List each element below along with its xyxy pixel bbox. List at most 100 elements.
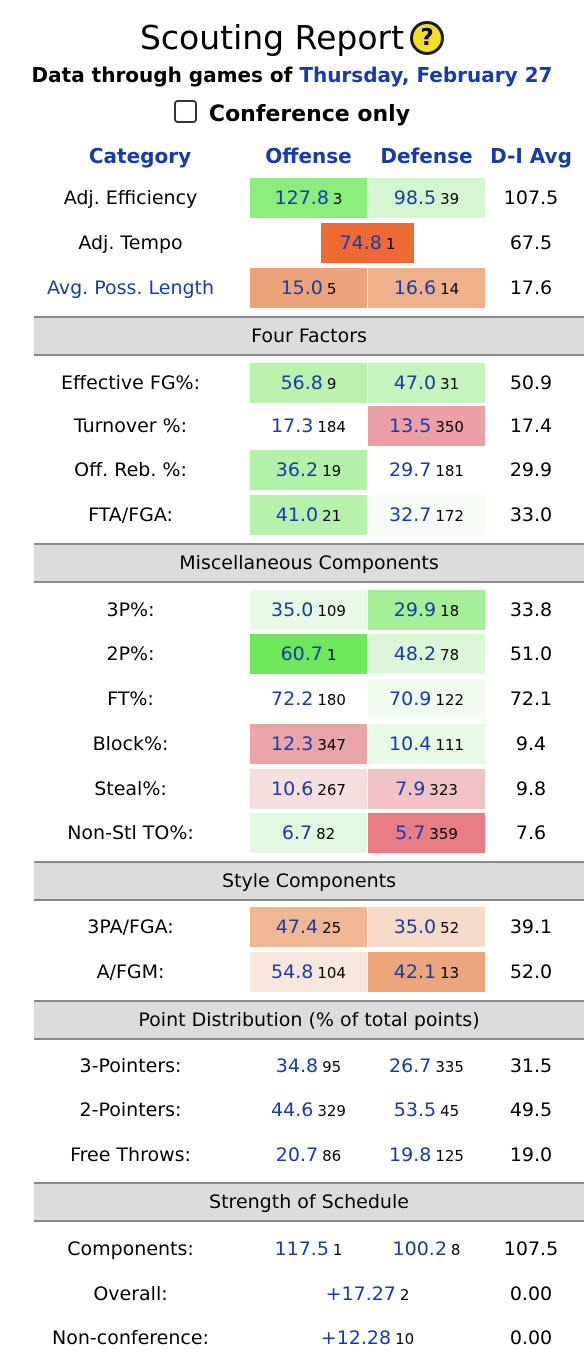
offense-value[interactable]: 127.8 — [274, 187, 329, 209]
conference-only-toggle[interactable]: Conference only — [0, 98, 584, 132]
d1-avg-value: 51.0 — [509, 643, 553, 665]
tempo-value[interactable]: 74.8 — [339, 232, 382, 254]
stat-row-3pa-fga: 3PA/FGA: 47.4 25 35.0 52 39.1 — [0, 905, 584, 949]
defense-cell: 100.2 8 — [368, 1229, 485, 1269]
offense-value[interactable]: 117.5 — [274, 1238, 329, 1260]
defense-cell: 10.4 111 — [368, 724, 485, 764]
column-header-category[interactable]: Category — [88, 144, 192, 168]
offense-value[interactable]: 17.3 — [271, 415, 314, 437]
defense-value[interactable]: 16.6 — [393, 277, 437, 299]
offense-rank: 329 — [317, 1102, 346, 1120]
stat-label: Components: — [67, 1238, 194, 1260]
d1-avg-value: 33.8 — [509, 599, 553, 621]
offense-value[interactable]: 12.3 — [271, 733, 314, 755]
stat-label: Effective FG%: — [60, 372, 201, 394]
offense-value[interactable]: 10.6 — [271, 778, 314, 800]
offense-cell: 35.0 109 — [250, 590, 367, 630]
defense-value[interactable]: 70.9 — [389, 688, 432, 710]
offense-rank: 1 — [332, 1241, 343, 1259]
d1-avg-value: 29.9 — [509, 459, 553, 481]
defense-value[interactable]: 19.8 — [389, 1144, 432, 1166]
nonconference-value[interactable]: +12.28 — [320, 1327, 392, 1349]
avg-poss-length-link[interactable]: Avg. Poss. Length — [46, 277, 215, 299]
offense-value[interactable]: 60.7 — [280, 643, 323, 665]
defense-value[interactable]: 32.7 — [389, 504, 432, 526]
offense-value[interactable]: 20.7 — [275, 1144, 319, 1166]
offense-value[interactable]: 72.2 — [271, 688, 314, 710]
d1-avg-value: 67.5 — [509, 232, 553, 254]
d1-avg-value: 7.6 — [515, 822, 547, 844]
stat-row-adj-efficiency: Adj. Efficiency 127.8 3 98.5 39 107.5 — [0, 176, 584, 220]
defense-rank: 111 — [435, 736, 464, 754]
defense-value[interactable]: 10.4 — [389, 733, 432, 755]
defense-value[interactable]: 26.7 — [389, 1055, 432, 1077]
defense-rank: 78 — [440, 646, 460, 664]
offense-rank: 267 — [317, 781, 346, 799]
offense-rank: 86 — [322, 1147, 342, 1165]
stat-label: FTA/FGA: — [88, 504, 173, 526]
offense-value[interactable]: 6.7 — [281, 822, 313, 844]
offense-value[interactable]: 56.8 — [280, 372, 323, 394]
d1-avg-value: 17.4 — [509, 415, 553, 437]
defense-value[interactable]: 13.5 — [389, 415, 432, 437]
stat-row-sos-overall: Overall: +17.27 2 0.00 — [0, 1272, 584, 1316]
subtitle-prefix: Data through games of — [31, 63, 293, 87]
stat-label: Non-Stl TO%: — [67, 822, 194, 844]
defense-rank: 14 — [440, 280, 460, 298]
defense-value[interactable]: 42.1 — [393, 961, 437, 983]
column-header-d1-avg[interactable]: D-I Avg — [490, 144, 572, 168]
offense-value[interactable]: 41.0 — [275, 504, 319, 526]
defense-cell: 29.7 181 — [368, 450, 485, 490]
defense-value[interactable]: 29.9 — [393, 599, 437, 621]
defense-value[interactable]: 35.0 — [393, 916, 437, 938]
offense-value[interactable]: 35.0 — [271, 599, 314, 621]
d1-avg-value: 72.1 — [509, 688, 553, 710]
d1-avg-value: 107.5 — [503, 1238, 559, 1260]
defense-rank: 122 — [435, 691, 464, 709]
defense-rank: 52 — [440, 919, 460, 937]
stat-row-fta-fga: FTA/FGA: 41.0 21 32.7 172 33.0 — [0, 493, 584, 537]
defense-value[interactable]: 47.0 — [393, 372, 437, 394]
defense-rank: 172 — [435, 507, 464, 525]
offense-cell: 41.0 21 — [250, 495, 367, 535]
offense-value[interactable]: 47.4 — [275, 916, 319, 938]
column-header-offense[interactable]: Offense — [265, 144, 352, 168]
defense-cell: 5.7 359 — [368, 813, 485, 853]
stat-label: 2P%: — [106, 643, 155, 665]
offense-cell: 10.6 267 — [250, 769, 367, 809]
page-title-text: Scouting Report — [139, 18, 405, 57]
stat-row-2-pointers: 2-Pointers: 44.6 329 53.5 45 49.5 — [0, 1088, 584, 1132]
help-icon[interactable]: ? — [410, 21, 445, 55]
defense-value[interactable]: 48.2 — [393, 643, 437, 665]
overall-value[interactable]: +17.27 — [325, 1283, 396, 1305]
defense-value[interactable]: 100.2 — [392, 1238, 447, 1260]
date-link[interactable]: Thursday, February 27 — [299, 63, 553, 87]
d1-avg-value: 50.9 — [509, 372, 553, 394]
offense-cell: 56.8 9 — [250, 363, 367, 403]
offense-cell: 6.7 82 — [250, 813, 367, 853]
stat-label: A/FGM: — [96, 961, 165, 983]
d1-avg-value: 17.6 — [509, 277, 553, 299]
section-header-four-factors: Four Factors — [34, 316, 584, 356]
offense-value[interactable]: 44.6 — [271, 1099, 314, 1121]
offense-value[interactable]: 36.2 — [275, 459, 319, 481]
offense-value[interactable]: 34.8 — [275, 1055, 319, 1077]
stat-row-non-stl-to-pct: Non-Stl TO%: 6.7 82 5.7 359 7.6 — [0, 811, 584, 855]
conference-only-checkbox[interactable] — [173, 100, 197, 123]
defense-value[interactable]: 7.9 — [395, 778, 426, 800]
offense-value[interactable]: 54.8 — [271, 961, 314, 983]
offense-value[interactable]: 15.0 — [280, 277, 323, 299]
d1-avg-value: 49.5 — [509, 1099, 553, 1121]
defense-value[interactable]: 5.7 — [395, 822, 426, 844]
offense-rank: 21 — [322, 507, 342, 525]
defense-value[interactable]: 29.7 — [389, 459, 432, 481]
column-header-defense[interactable]: Defense — [380, 144, 473, 168]
stat-row-sos-components: Components: 117.5 1 100.2 8 107.5 — [0, 1227, 584, 1271]
offense-rank: 82 — [316, 825, 336, 843]
defense-value[interactable]: 53.5 — [393, 1099, 437, 1121]
defense-value[interactable]: 98.5 — [393, 187, 437, 209]
defense-cell: 13.5 350 — [368, 406, 485, 446]
stat-label: Adj. Efficiency — [63, 187, 198, 209]
offense-rank: 5 — [326, 280, 337, 298]
defense-cell: 26.7 335 — [368, 1046, 485, 1086]
